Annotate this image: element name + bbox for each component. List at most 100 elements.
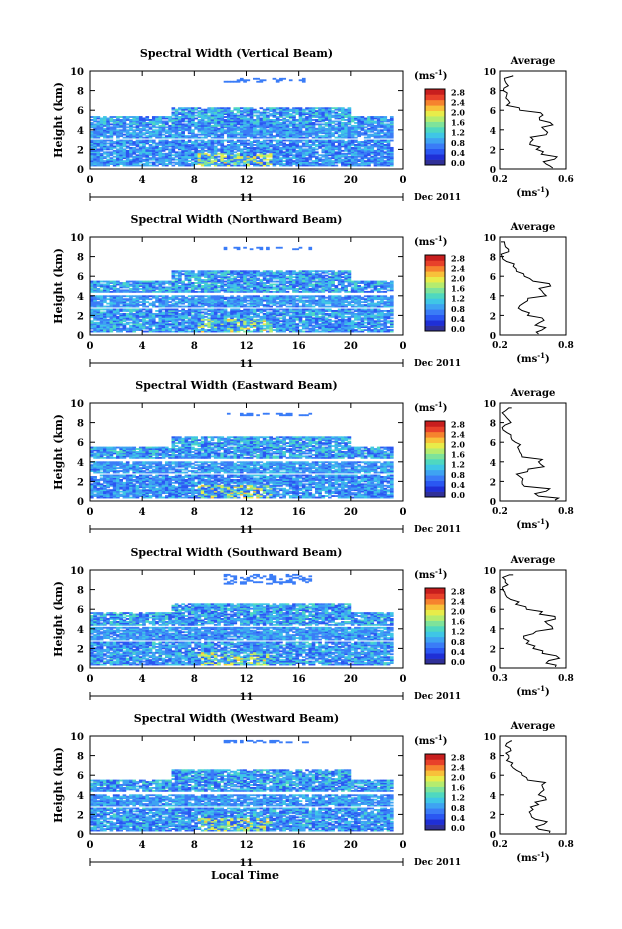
heatmap-cell bbox=[256, 137, 260, 139]
heatmap-cell bbox=[194, 112, 198, 114]
heatmap-cell bbox=[282, 78, 286, 80]
heatmap-cell bbox=[233, 141, 237, 143]
heatmap-cell bbox=[266, 162, 270, 164]
heatmap-cell bbox=[377, 157, 381, 159]
heatmap-cell bbox=[204, 150, 208, 152]
heatmap-cell bbox=[217, 134, 221, 136]
heatmap-cell bbox=[335, 126, 339, 128]
heatmap-cell bbox=[390, 116, 394, 118]
heatmap-cell bbox=[338, 107, 342, 109]
heatmap-cell bbox=[198, 119, 202, 121]
heatmap-cell bbox=[380, 135, 384, 137]
heatmap-cell bbox=[165, 126, 169, 128]
heatmap-cell bbox=[331, 110, 335, 112]
heatmap-cell bbox=[214, 145, 218, 147]
heatmap-cell bbox=[315, 151, 319, 153]
heatmap-cell bbox=[357, 163, 361, 165]
heatmap-cell bbox=[224, 140, 228, 142]
heatmap-cell bbox=[204, 153, 208, 155]
heatmap-cell bbox=[380, 116, 384, 118]
heatmap-cell bbox=[106, 145, 110, 147]
heatmap-cell bbox=[331, 120, 335, 122]
heatmap-cell bbox=[364, 126, 368, 128]
heatmap-cell bbox=[165, 129, 169, 131]
heatmap-cell bbox=[269, 159, 273, 161]
heatmap-cell bbox=[158, 140, 162, 142]
heatmap-cell bbox=[217, 107, 221, 109]
heatmap-cell bbox=[308, 107, 312, 109]
heatmap-cell bbox=[155, 165, 159, 167]
heatmap-cell bbox=[106, 159, 110, 161]
heatmap-cell bbox=[129, 116, 133, 118]
heatmap-cell bbox=[302, 140, 306, 142]
heatmap-cell bbox=[308, 144, 312, 146]
heatmap-cell bbox=[315, 110, 319, 112]
heatmap-cell bbox=[344, 153, 348, 155]
heatmap-cell bbox=[383, 116, 387, 118]
heatmap-cell bbox=[227, 140, 231, 142]
heatmap-cell bbox=[175, 162, 179, 164]
heatmap-cell bbox=[119, 140, 123, 142]
heatmap-cell bbox=[292, 107, 296, 109]
heatmap-cell bbox=[325, 107, 329, 109]
heatmap-cell bbox=[126, 126, 130, 128]
heatmap-cell bbox=[321, 159, 325, 161]
heatmap-cell bbox=[168, 141, 172, 143]
heatmap-cell bbox=[273, 78, 277, 80]
heatmap-cell bbox=[149, 119, 153, 121]
heatmap-cell bbox=[269, 119, 273, 121]
heatmap-cell bbox=[204, 109, 208, 111]
heatmap-cell bbox=[191, 107, 195, 109]
heatmap-cell bbox=[370, 140, 374, 142]
heatmap-cell bbox=[341, 150, 345, 152]
heatmap-cell bbox=[269, 148, 273, 150]
heatmap-cell bbox=[116, 129, 120, 131]
heatmap-cell bbox=[305, 107, 309, 109]
heatmap-cell bbox=[172, 162, 176, 164]
heatmap-cell bbox=[370, 116, 374, 118]
heatmap-cell bbox=[331, 140, 335, 142]
heatmap-cell bbox=[374, 116, 378, 118]
heatmap-cell bbox=[211, 107, 215, 109]
heatmap-cell bbox=[204, 141, 208, 143]
heatmap-cell bbox=[276, 107, 280, 109]
heatmap-cell bbox=[168, 125, 172, 127]
heatmap-cell bbox=[224, 156, 228, 158]
heatmap-cell bbox=[286, 123, 290, 125]
heatmap-cell bbox=[331, 132, 335, 134]
heatmap-cell bbox=[260, 159, 264, 161]
heatmap-cell bbox=[335, 145, 339, 147]
heatmap-cell bbox=[113, 119, 117, 121]
heatmap-cell bbox=[240, 148, 244, 150]
heatmap-cell bbox=[194, 107, 198, 109]
heatmap-cell bbox=[106, 151, 110, 153]
heatmap-cell bbox=[269, 113, 273, 115]
heatmap-cell bbox=[318, 140, 322, 142]
heatmap-cell bbox=[106, 140, 110, 142]
heatmap-cell bbox=[136, 148, 140, 150]
heatmap-cell bbox=[149, 165, 153, 167]
heatmap-cell bbox=[260, 141, 264, 143]
heatmap-cell bbox=[237, 153, 241, 155]
heatmap-cell bbox=[354, 122, 358, 124]
heatmap-cell bbox=[253, 140, 257, 142]
heatmap-cell bbox=[312, 140, 316, 142]
heatmap-cell bbox=[325, 128, 329, 130]
heatmap-cell bbox=[367, 145, 371, 147]
heatmap-cell bbox=[240, 78, 244, 80]
heatmap-cell bbox=[129, 132, 133, 134]
heatmap-cell bbox=[90, 140, 94, 142]
heatmap-cell bbox=[315, 144, 319, 146]
heatmap-cell bbox=[178, 107, 182, 109]
heatmap-cell bbox=[315, 148, 319, 150]
heatmap-cell bbox=[230, 81, 234, 83]
heatmap-cell bbox=[276, 79, 280, 81]
heatmap-cell bbox=[145, 129, 149, 131]
heatmap-cell bbox=[273, 135, 277, 137]
heatmap-cells bbox=[90, 78, 394, 167]
heatmap-cell bbox=[253, 144, 257, 146]
y-tick-label: 4 bbox=[77, 126, 84, 137]
heatmap-cell bbox=[302, 118, 306, 120]
heatmap-cell bbox=[318, 163, 322, 165]
heatmap-cell bbox=[198, 150, 202, 152]
